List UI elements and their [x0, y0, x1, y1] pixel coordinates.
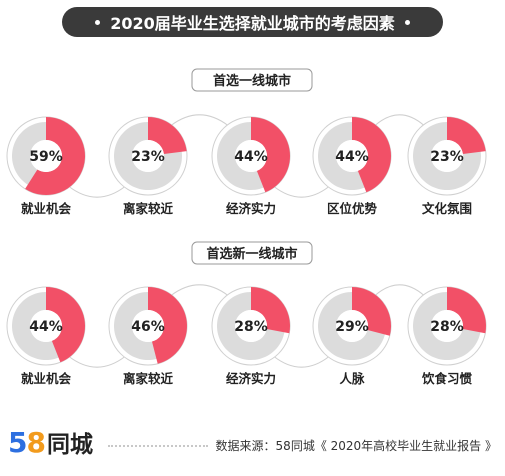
donut-slice — [25, 117, 86, 195]
category-label: 就业机会 — [21, 371, 72, 386]
donut-slice — [352, 117, 391, 193]
logo-number: 58 — [8, 426, 46, 459]
title-text: 2020届毕业生选择就业城市的考虑因素 — [110, 14, 395, 33]
category-label: 就业机会 — [21, 201, 72, 216]
donut-slice — [251, 287, 290, 334]
category-label: 离家较近 — [123, 371, 174, 386]
donut-slice — [447, 287, 486, 334]
title-dot-left — [95, 19, 101, 25]
value-label: 28% — [430, 319, 464, 335]
page-title: 2020届毕业生选择就业城市的考虑因素 — [62, 7, 443, 37]
donut-slice — [46, 287, 86, 363]
donut-slice — [447, 117, 486, 154]
footer-divider — [108, 445, 208, 447]
logo-text: 同城 — [46, 432, 93, 458]
title-dot-right — [404, 19, 410, 25]
category-label: 离家较近 — [123, 201, 174, 216]
brand-logo: 58 同城 — [8, 425, 93, 459]
connector-line — [68, 284, 425, 368]
category-label: 人脉 — [339, 371, 365, 386]
donut-hole — [235, 310, 267, 342]
donut-hole — [235, 140, 267, 172]
category-label: 经济实力 — [226, 201, 276, 216]
value-label: 44% — [335, 149, 369, 165]
section-label-box — [191, 241, 313, 265]
donut-hole — [30, 140, 62, 172]
donut-hole — [132, 140, 164, 172]
value-label: 46% — [131, 319, 165, 335]
connector-line — [68, 114, 425, 198]
value-label: 23% — [131, 149, 165, 165]
section-label-box — [191, 68, 313, 92]
value-label: 29% — [335, 319, 369, 335]
donut-hole — [431, 310, 463, 342]
category-label: 经济实力 — [226, 371, 276, 386]
donut-hole — [336, 140, 368, 172]
category-label: 区位优势 — [327, 201, 378, 216]
donut-hole — [431, 140, 463, 172]
donut-hole — [132, 310, 164, 342]
value-label: 23% — [430, 149, 464, 165]
donut-slice — [251, 117, 290, 193]
category-label: 饮食习惯 — [421, 371, 473, 386]
value-label: 44% — [29, 319, 63, 335]
donut-hole — [336, 310, 368, 342]
data-source: 数据来源：58同城《 2020年高校毕业生就业报告 》 — [215, 439, 497, 453]
value-label: 59% — [29, 149, 63, 165]
donut-slice — [148, 287, 187, 364]
section-label: 首选一线城市 — [213, 73, 291, 89]
category-label: 文化氛围 — [422, 201, 472, 216]
value-label: 28% — [234, 319, 268, 335]
donut-slice — [148, 117, 187, 154]
value-label: 44% — [234, 149, 268, 165]
donut-hole — [30, 310, 62, 342]
donut-slice — [352, 287, 391, 336]
section-label: 首选新一线城市 — [206, 246, 297, 262]
